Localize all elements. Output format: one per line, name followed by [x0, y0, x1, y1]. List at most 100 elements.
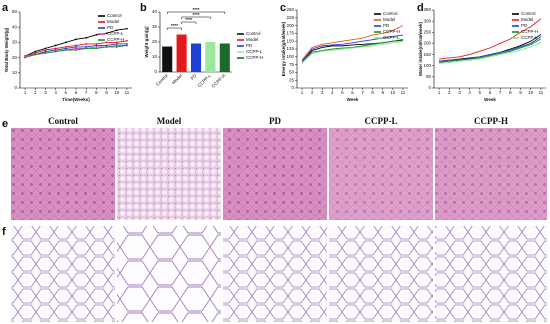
x-tick-label: 9 — [519, 90, 522, 95]
x-tick-label: 1 — [301, 90, 304, 95]
legend-label: CCPP-H — [107, 37, 124, 42]
marker — [75, 46, 77, 48]
y-axis-label: Total Body Weight(g) — [4, 27, 9, 72]
marker — [44, 50, 47, 53]
y-tick-label: 0 — [291, 85, 294, 90]
y-tick-label: 125 — [286, 46, 294, 51]
significance-bracket — [181, 16, 211, 19]
x-tick-label: 8 — [371, 90, 374, 95]
group-label: Control — [48, 116, 78, 126]
marker — [64, 41, 67, 44]
x-tick-label: CCPP-H — [211, 73, 227, 89]
x-tick-label: 3 — [458, 90, 461, 95]
histology-image — [117, 226, 221, 322]
y-tick-label: 25 — [289, 77, 295, 82]
y-tick-label: 0 — [428, 85, 431, 90]
series-line — [439, 41, 542, 64]
marker — [75, 49, 77, 51]
group-label: CCPP-H — [474, 116, 508, 126]
marker — [54, 44, 57, 47]
y-tick-label: 100 — [423, 63, 431, 68]
y-axis-label: Weight gain(g) — [144, 26, 149, 58]
legend-label: PD — [107, 25, 114, 30]
legend-label: CCPP-H — [383, 29, 400, 34]
y-tick-label: 50 — [289, 70, 295, 75]
x-tick-label: Model — [171, 73, 183, 85]
marker — [75, 44, 77, 47]
series-line — [439, 36, 542, 62]
marker — [95, 47, 98, 50]
histology-image — [329, 128, 433, 220]
marker — [34, 53, 37, 56]
y-tick-label: 30 — [12, 40, 18, 45]
marker — [115, 43, 118, 45]
series-line — [301, 25, 404, 61]
y-tick-label: 40 — [12, 24, 18, 29]
marker — [75, 47, 77, 50]
legend-label: PD — [246, 43, 253, 48]
histology-image — [435, 128, 547, 220]
legend-label: Model — [246, 37, 258, 42]
x-tick-label: 2 — [448, 90, 451, 95]
x-tick-label: 5 — [479, 90, 482, 95]
panel-letter: e — [2, 118, 8, 130]
significance-label: **** — [192, 12, 199, 17]
x-tick-label: 1 — [24, 90, 27, 95]
x-tick-label: 1 — [438, 90, 441, 95]
histology-image — [223, 226, 327, 322]
marker — [115, 44, 118, 47]
marker — [126, 44, 128, 47]
marker — [126, 39, 128, 42]
x-tick-label: 4 — [331, 90, 334, 95]
x-tick-label: 6 — [489, 90, 492, 95]
legend-label: CCPP-H — [246, 55, 263, 60]
significance-label: **** — [171, 23, 178, 28]
marker — [34, 52, 37, 54]
marker — [85, 47, 88, 50]
legend-label: CCPP-L — [383, 35, 400, 40]
histology-image — [11, 226, 115, 322]
y-tick-label: 250 — [423, 29, 431, 34]
x-tick-label: 8 — [95, 90, 98, 95]
significance-label: **** — [192, 7, 199, 12]
y-tick-label: 150 — [423, 52, 431, 57]
x-tick-label: 4 — [468, 90, 471, 95]
x-tick-label: PD — [190, 72, 198, 80]
x-tick-label: 11 — [401, 90, 406, 95]
x-tick-label: 10 — [528, 90, 534, 95]
y-axis-label: Energy intake(g/rat/week) — [281, 21, 286, 76]
panel-letter: b — [140, 2, 147, 14]
marker — [126, 27, 128, 30]
bar — [190, 43, 202, 72]
significance-bracket — [166, 11, 226, 14]
y-tick-label: 0 — [154, 69, 157, 74]
marker — [105, 46, 108, 48]
bar — [162, 46, 173, 72]
marker — [44, 47, 47, 50]
x-tick-label: 7 — [361, 90, 364, 95]
marker — [54, 50, 57, 53]
x-tick-label: 3 — [44, 90, 47, 95]
y-tick-label: 20 — [12, 55, 18, 60]
x-axis-label: Time(Weeks) — [62, 97, 90, 102]
legend-label: CCPP-L — [521, 35, 538, 40]
marker — [105, 41, 108, 44]
panel-letter: d — [417, 2, 424, 14]
marker — [95, 43, 98, 45]
y-tick-label: 300 — [423, 18, 431, 23]
y-tick-label: 175 — [286, 31, 294, 36]
marker — [95, 33, 98, 36]
legend-label: Control — [521, 11, 536, 16]
significance-bracket — [166, 27, 182, 30]
x-tick-label: 5 — [341, 90, 344, 95]
significance-label: **** — [185, 17, 192, 22]
group-label: CCPP-L — [365, 116, 398, 126]
x-tick-label: 6 — [75, 90, 78, 95]
marker — [24, 56, 26, 59]
marker — [64, 47, 67, 50]
series-line — [439, 18, 542, 60]
x-tick-label: 8 — [509, 90, 512, 95]
x-tick-label: 11 — [125, 90, 130, 95]
legend-label: Model — [107, 19, 119, 24]
